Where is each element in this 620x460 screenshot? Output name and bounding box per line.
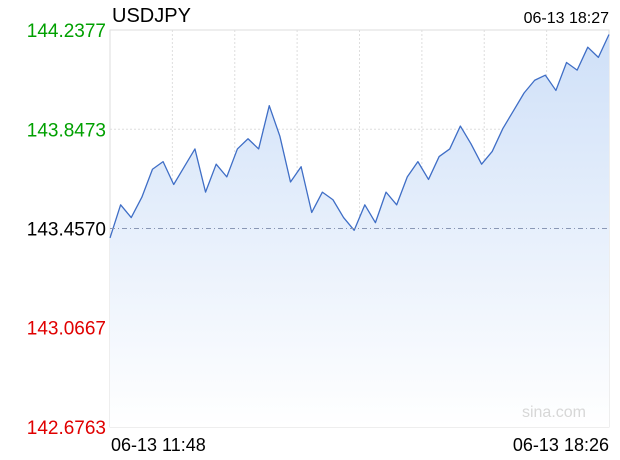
y-tick-label: 143.8473 — [27, 120, 106, 141]
y-tick-label: 143.4570 — [27, 220, 106, 241]
y-tick-label: 143.0667 — [27, 319, 106, 340]
y-tick-label: 144.2377 — [27, 21, 106, 42]
y-axis-labels: 144.2377 143.8473 143.4570 143.0667 142.6763 — [27, 21, 106, 439]
y-tick-label: 142.6763 — [27, 418, 106, 439]
price-area — [110, 34, 609, 427]
watermark: sina.com — [522, 404, 586, 421]
chart-timestamp: 06-13 18:27 — [524, 10, 610, 27]
x-tick-end: 06-13 18:26 — [513, 435, 609, 455]
x-tick-start: 06-13 11:48 — [111, 435, 206, 455]
price-line — [109, 34, 610, 239]
chart-title: USDJPY — [112, 5, 191, 27]
